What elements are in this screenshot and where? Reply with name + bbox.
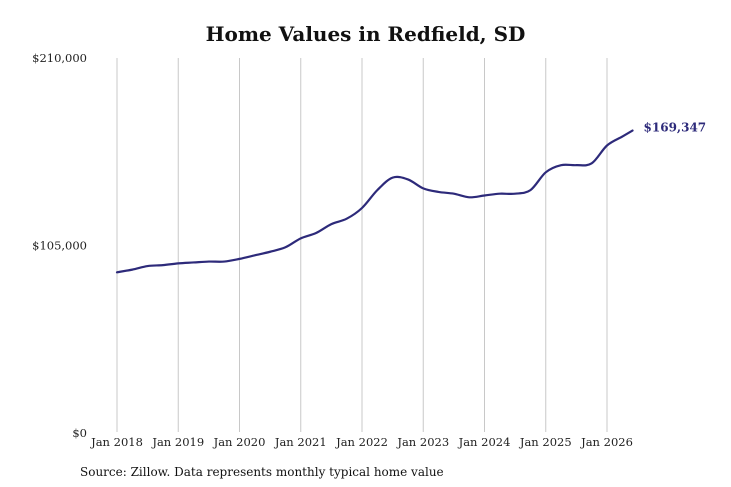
y-tick-label: $105,000 <box>32 239 87 253</box>
x-tick-label: Jan 2019 <box>151 435 204 449</box>
y-tick-label: $210,000 <box>32 51 87 65</box>
y-axis-tick-labels: $0 $105,000 $210,000 <box>32 51 87 440</box>
latest-value-label: $169,347 <box>644 121 707 135</box>
x-tick-label: Jan 2021 <box>274 435 327 449</box>
home-value-line <box>115 129 634 274</box>
x-tick-label: Jan 2020 <box>213 435 266 449</box>
x-tick-label: Jan 2025 <box>519 435 572 449</box>
x-tick-label: Jan 2026 <box>580 435 633 449</box>
x-tick-label: Jan 2023 <box>396 435 449 449</box>
x-axis-tick-labels: Jan 2018 Jan 2019 Jan 2020 Jan 2021 Jan 2022… <box>90 435 633 449</box>
source-note: Source: Zillow. Data represents monthly … <box>80 465 444 479</box>
x-tick-label: Jan 2024 <box>458 435 511 449</box>
grid-lines <box>116 58 608 432</box>
x-tick-label: Jan 2018 <box>90 435 143 449</box>
y-tick-label: $0 <box>72 426 87 440</box>
chart-title: Home Values in Redfield, SD <box>205 22 526 46</box>
x-tick-label: Jan 2022 <box>335 435 388 449</box>
